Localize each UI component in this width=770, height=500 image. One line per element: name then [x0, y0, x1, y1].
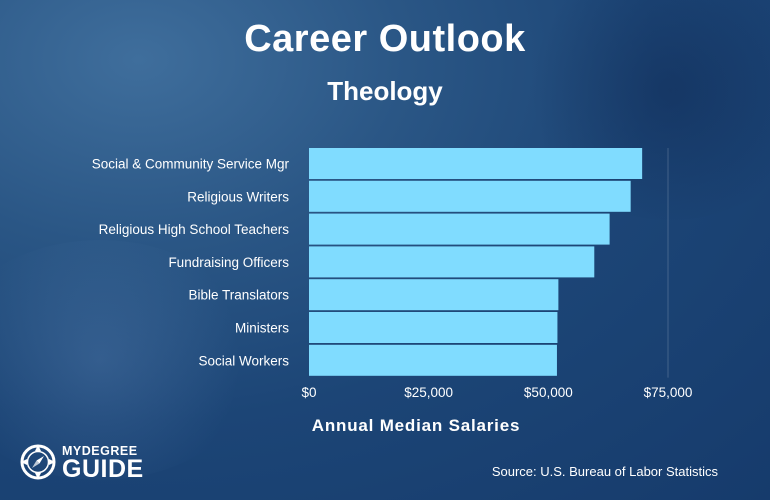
bar [309, 344, 557, 376]
x-tick-label: $0 [301, 385, 316, 400]
x-axis-label: Annual Median Salaries [311, 416, 521, 435]
bar [309, 312, 558, 343]
category-label: Ministers [235, 321, 289, 336]
category-label: Religious High School Teachers [99, 222, 290, 237]
category-label: Religious Writers [187, 189, 289, 204]
bar [309, 213, 610, 245]
x-tick-label: $50,000 [524, 385, 573, 400]
category-label: Social Workers [198, 353, 289, 368]
x-tick-label: $75,000 [644, 385, 693, 400]
compass-icon [20, 444, 56, 480]
bar [309, 148, 643, 179]
category-label: Social & Community Service Mgr [92, 157, 290, 172]
x-tick-label: $25,000 [404, 385, 453, 400]
logo-text-top: MYDEGREE [62, 444, 138, 458]
mydegreeguide-logo: MYDEGREE GUIDE [18, 442, 148, 484]
bar [309, 279, 559, 311]
chart-subtitle: Theology [327, 76, 443, 106]
chart-title: Career Outlook [244, 18, 526, 60]
bar [309, 246, 595, 278]
category-label: Fundraising Officers [168, 255, 289, 270]
category-label: Bible Translators [188, 288, 289, 303]
logo-text-bottom: GUIDE [62, 455, 144, 483]
bar [309, 180, 631, 212]
source-note: Source: U.S. Bureau of Labor Statistics [491, 464, 718, 479]
